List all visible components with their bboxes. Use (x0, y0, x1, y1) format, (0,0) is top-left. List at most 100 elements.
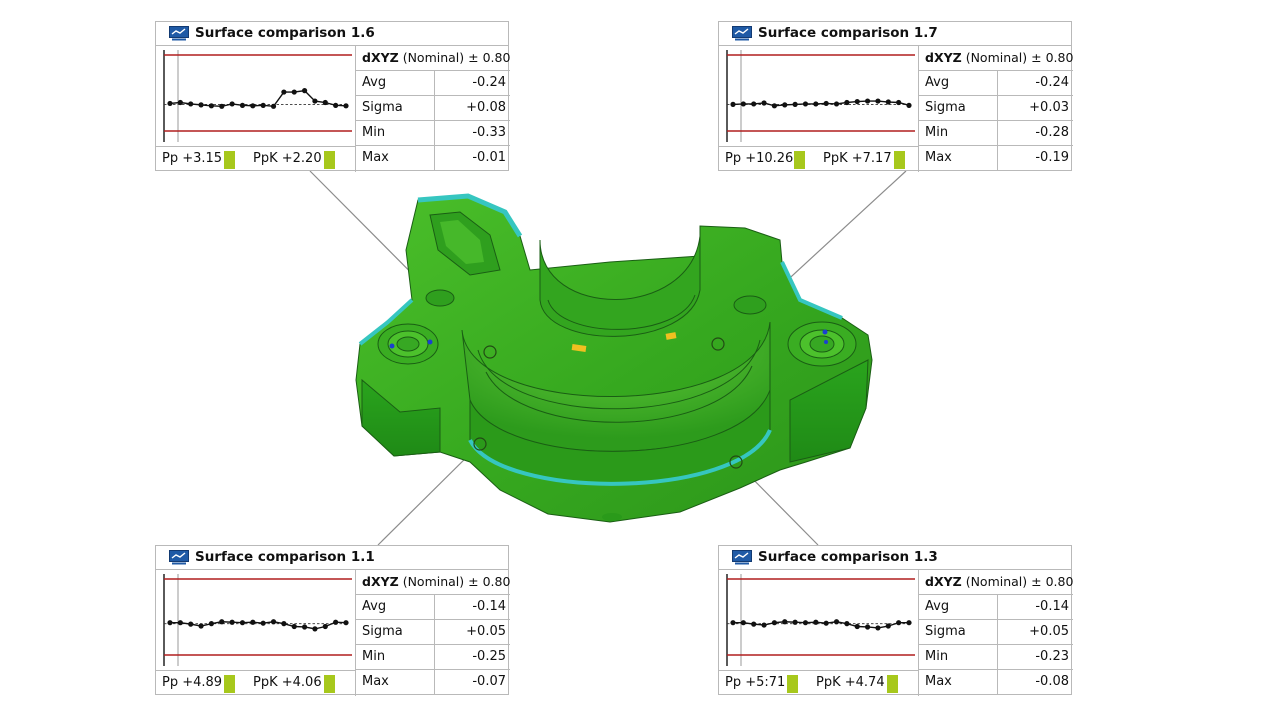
data-point-17 (333, 102, 339, 108)
data-point-12 (281, 89, 287, 95)
nominal-label: (Nominal) (402, 574, 465, 589)
data-point-14 (864, 624, 871, 630)
data-point-8 (239, 102, 246, 108)
data-point-11 (270, 103, 277, 109)
stat-row-min: Min -0.23 (919, 645, 1073, 670)
stat-row-avg: Avg -0.14 (356, 595, 510, 620)
stat-value: +0.03 (997, 96, 1073, 120)
control-chart-svg (726, 50, 915, 142)
stat-label: Avg (362, 599, 387, 614)
dxyz-label: dXYZ (362, 50, 399, 65)
data-point-11 (270, 619, 277, 625)
data-point-11 (833, 619, 840, 625)
data-point-3 (751, 101, 757, 107)
data-point-1 (730, 620, 736, 626)
stat-label: Max (925, 674, 952, 689)
stat-label: Min (925, 649, 949, 664)
surface-comparison-1-3-panel[interactable]: Surface comparison 1.3 Pp +5:71 PpK +4.7… (718, 545, 1073, 696)
surface-comparison-icon (732, 550, 752, 565)
panel-header: Surface comparison 1.3 (719, 546, 1071, 570)
data-point-8 (239, 620, 246, 626)
panel-title: Surface comparison 1.6 (195, 25, 375, 41)
panel-header: Surface comparison 1.6 (156, 22, 508, 46)
control-chart (156, 46, 356, 146)
stat-row-max: Max -0.01 (356, 146, 510, 171)
data-point-16 (322, 623, 328, 630)
data-point-16 (885, 99, 891, 105)
control-chart (156, 570, 356, 670)
data-point-2 (177, 99, 183, 106)
stat-label: Sigma (925, 100, 966, 115)
stat-row-avg: Avg -0.14 (919, 595, 1073, 620)
data-point-4 (198, 623, 204, 629)
dxyz-label: dXYZ (925, 50, 962, 65)
data-point-5 (208, 621, 215, 627)
data-point-18 (343, 620, 349, 626)
data-point-1 (167, 100, 173, 107)
data-point-4 (761, 622, 767, 628)
data-point-17 (896, 99, 902, 106)
data-point-7 (792, 619, 798, 625)
ppk-status-swatch (324, 675, 335, 693)
stat-value: +0.08 (434, 96, 510, 120)
data-point-18 (343, 103, 349, 109)
ppk-value: PpK +7.17 (823, 151, 892, 166)
surface-comparison-1-6-panel[interactable]: Surface comparison 1.6 Pp +3.15 PpK +2.2… (155, 21, 511, 172)
stat-label: Avg (362, 75, 387, 90)
stat-value: -0.14 (997, 595, 1073, 619)
data-point-11 (833, 101, 840, 107)
capability-footer: Pp +4.89 PpK +4.06 (156, 670, 356, 696)
data-point-2 (740, 620, 746, 626)
data-point-7 (229, 619, 235, 625)
stat-value: +0.05 (434, 620, 510, 644)
data-point-7 (792, 101, 798, 107)
tolerance-label: ± 0.80 (1031, 50, 1074, 65)
pp-status-swatch (794, 151, 805, 169)
stat-label: Min (362, 649, 386, 664)
data-point-13 (291, 623, 297, 630)
data-point-16 (885, 623, 891, 629)
stat-row-sigma: Sigma +0.05 (356, 620, 510, 645)
series-line (169, 89, 347, 108)
data-point-3 (188, 101, 194, 107)
stat-row-sigma: Sigma +0.03 (919, 96, 1073, 121)
stat-row-max: Max -0.08 (919, 670, 1073, 695)
surface-comparison-1-1-panel[interactable]: Surface comparison 1.1 Pp +4.89 PpK +4.0… (155, 545, 510, 696)
stat-label: Min (362, 125, 386, 140)
data-point-12 (844, 621, 850, 627)
data-point-10 (260, 102, 266, 108)
stat-value: -0.19 (997, 146, 1073, 171)
pp-status-swatch (224, 675, 235, 693)
panel-title: Surface comparison 1.3 (758, 549, 938, 565)
data-point-13 (854, 98, 860, 105)
data-point-16 (322, 99, 328, 106)
stat-label: Max (925, 150, 952, 165)
series-line (733, 621, 909, 629)
stat-label: Min (925, 125, 949, 140)
data-point-8 (802, 101, 809, 107)
control-chart-svg (163, 50, 352, 142)
data-point-15 (875, 98, 881, 104)
tolerance-label: ± 0.80 (468, 50, 511, 65)
data-point-10 (260, 620, 266, 626)
stat-row-sigma: Sigma +0.05 (919, 620, 1073, 645)
panel-title: Surface comparison 1.7 (758, 25, 938, 41)
nominal-label: (Nominal) (965, 50, 1028, 65)
surface-comparison-icon (169, 26, 189, 41)
data-point-1 (730, 101, 736, 107)
data-point-9 (250, 619, 256, 625)
stat-label: Avg (925, 599, 950, 614)
stat-row-sigma: Sigma +0.08 (356, 96, 510, 121)
stat-row-min: Min -0.33 (356, 121, 510, 146)
data-point-10 (823, 620, 829, 626)
surface-comparison-1-7-panel[interactable]: Surface comparison 1.7 Pp +10.26 PpK +7.… (718, 21, 1074, 172)
data-point-3 (751, 621, 757, 627)
data-point-9 (813, 619, 819, 625)
data-point-8 (802, 620, 809, 626)
stat-value: +0.05 (997, 620, 1073, 644)
capability-footer: Pp +5:71 PpK +4.74 (719, 670, 919, 696)
data-point-12 (281, 621, 287, 627)
data-point-14 (301, 88, 308, 94)
data-point-18 (906, 620, 912, 626)
stat-row-avg: Avg -0.24 (356, 71, 510, 96)
